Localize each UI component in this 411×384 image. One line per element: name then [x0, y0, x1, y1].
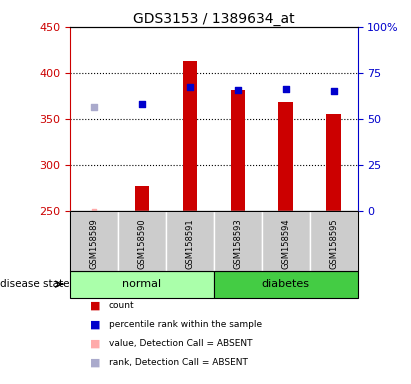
- Text: value, Detection Call = ABSENT: value, Detection Call = ABSENT: [109, 339, 252, 348]
- Bar: [135, 186, 149, 211]
- Point: [139, 101, 145, 108]
- Text: ■: ■: [90, 358, 101, 368]
- Text: GSM158593: GSM158593: [233, 218, 242, 269]
- Title: GDS3153 / 1389634_at: GDS3153 / 1389634_at: [133, 12, 295, 26]
- Text: ■: ■: [90, 319, 101, 329]
- Text: ■: ■: [90, 339, 101, 349]
- Text: GSM158595: GSM158595: [329, 218, 338, 269]
- Point: [187, 84, 193, 90]
- Text: disease state: disease state: [0, 279, 69, 289]
- Bar: [231, 89, 245, 211]
- Text: percentile rank within the sample: percentile rank within the sample: [109, 320, 262, 329]
- Point: [330, 88, 337, 94]
- Point: [282, 86, 289, 92]
- Bar: [182, 61, 197, 211]
- Text: rank, Detection Call = ABSENT: rank, Detection Call = ABSENT: [109, 358, 248, 367]
- Text: count: count: [109, 301, 134, 310]
- Point: [90, 104, 97, 110]
- Text: GSM158594: GSM158594: [281, 218, 290, 269]
- Bar: [279, 103, 293, 211]
- Text: GSM158590: GSM158590: [137, 218, 146, 269]
- Text: normal: normal: [122, 279, 162, 289]
- Bar: [326, 114, 341, 211]
- Text: GSM158589: GSM158589: [89, 218, 98, 269]
- Point: [234, 86, 241, 93]
- Text: ■: ■: [90, 300, 101, 310]
- Text: diabetes: diabetes: [262, 279, 309, 289]
- Text: GSM158591: GSM158591: [185, 218, 194, 269]
- Point: [90, 208, 97, 214]
